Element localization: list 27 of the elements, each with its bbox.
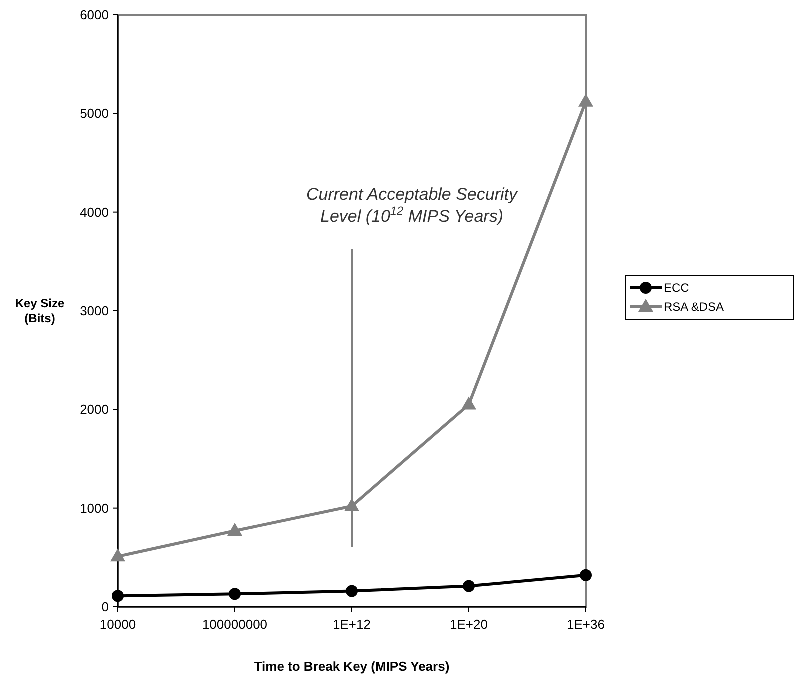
x-tick-label: 1E+36 <box>567 617 605 632</box>
point <box>578 94 594 107</box>
ref-line-label: Current Acceptable Security Level (10$^{12}$ MIPS Years) <box>306 185 520 226</box>
y-tick-label: 6000 <box>80 8 109 23</box>
point <box>463 580 475 592</box>
y-axis-title: Key Size (Bits) <box>15 296 66 326</box>
x-tick-label: 10000 <box>100 617 136 632</box>
point <box>462 396 476 410</box>
x-tick-label: 1E+20 <box>450 617 488 632</box>
y-tick-label: 1000 <box>80 500 109 516</box>
point <box>580 569 592 582</box>
x-axis-title: Time to Break Key (MIPS Years) <box>254 659 450 674</box>
point <box>344 498 360 512</box>
x-tick-label: 100000000 <box>202 617 268 632</box>
point <box>112 590 124 602</box>
point <box>228 523 242 536</box>
y-tick-label: 0 <box>102 600 109 615</box>
y-tick-label: 4000 <box>80 204 109 220</box>
point <box>229 588 241 600</box>
y-tick-label: 2000 <box>80 402 109 418</box>
y-tick-label: 5000 <box>80 106 109 122</box>
y-tick-label: 3000 <box>80 304 109 319</box>
point <box>110 548 126 562</box>
legend-label: RSA &DSA <box>664 300 724 314</box>
x-tick-label: 1E+12 <box>333 617 371 632</box>
legend-label: ECC <box>664 281 690 296</box>
point <box>346 585 358 598</box>
